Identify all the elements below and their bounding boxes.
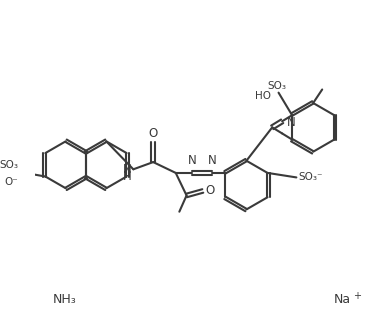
Text: N: N bbox=[187, 154, 196, 166]
Text: SO₃: SO₃ bbox=[0, 160, 18, 170]
Text: HO: HO bbox=[255, 91, 272, 101]
Text: O⁻: O⁻ bbox=[5, 177, 18, 187]
Text: N: N bbox=[287, 116, 295, 129]
Text: SO₃: SO₃ bbox=[267, 81, 286, 91]
Text: N: N bbox=[207, 154, 216, 166]
Text: O: O bbox=[205, 185, 215, 197]
Text: H: H bbox=[123, 170, 131, 183]
Text: O: O bbox=[149, 127, 158, 140]
Text: NH₃: NH₃ bbox=[53, 293, 77, 307]
Text: +: + bbox=[354, 291, 361, 301]
Text: Na: Na bbox=[334, 293, 351, 307]
Text: SO₃⁻: SO₃⁻ bbox=[298, 173, 323, 183]
Text: N: N bbox=[123, 163, 131, 176]
